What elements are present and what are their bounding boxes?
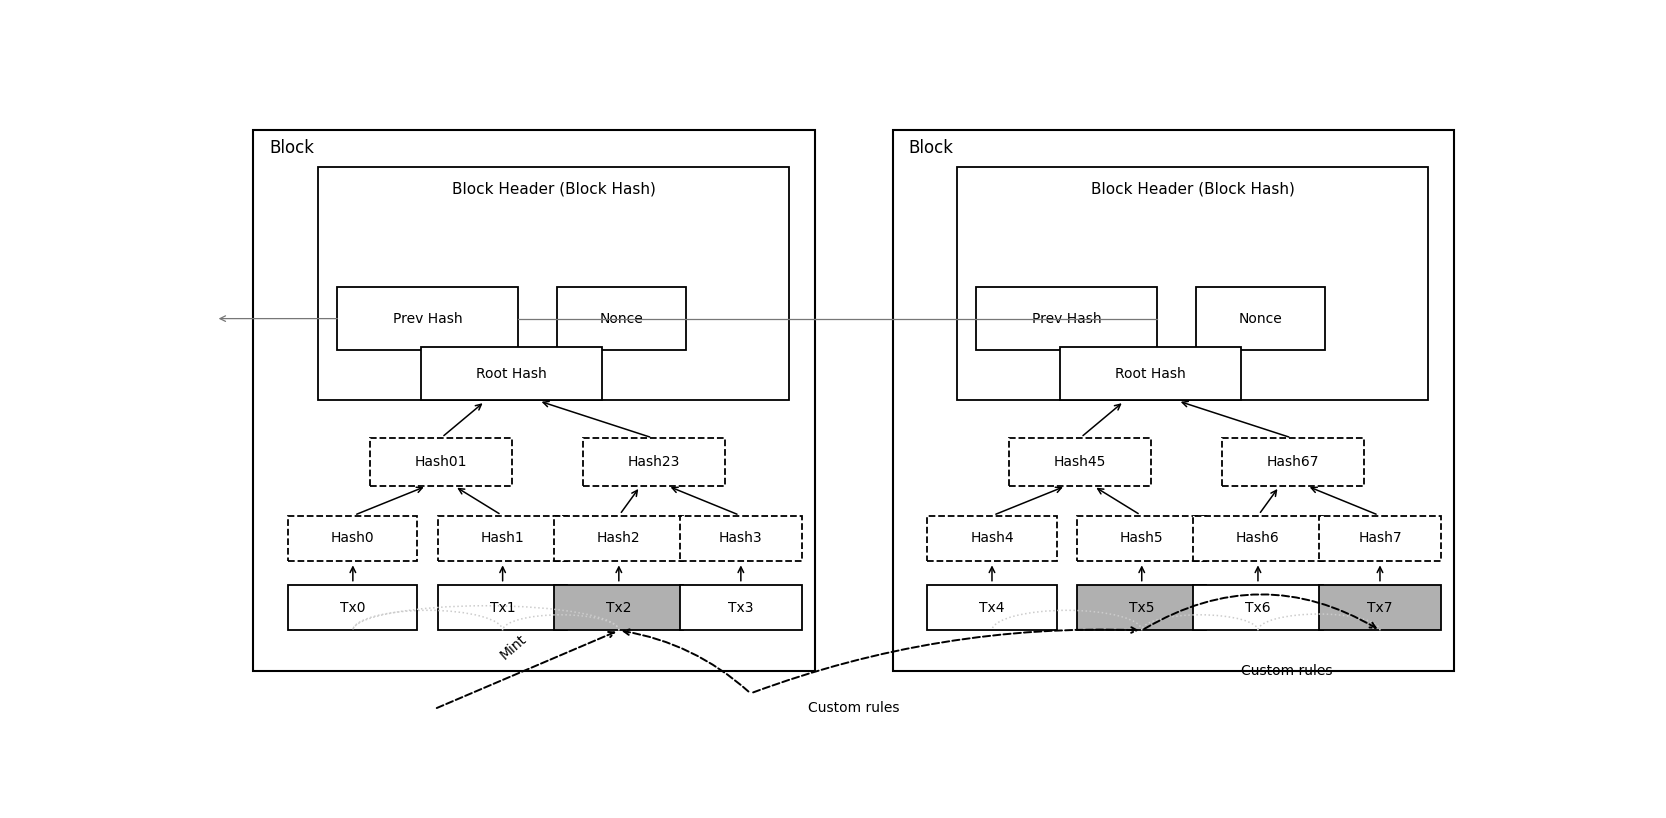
Text: Block: Block bbox=[268, 139, 313, 157]
FancyBboxPatch shape bbox=[438, 585, 566, 631]
FancyBboxPatch shape bbox=[1008, 438, 1151, 486]
Text: Prev Hash: Prev Hash bbox=[393, 312, 463, 326]
Text: Hash67: Hash67 bbox=[1266, 455, 1319, 469]
FancyBboxPatch shape bbox=[1078, 585, 1206, 631]
FancyBboxPatch shape bbox=[1319, 585, 1441, 631]
Text: Hash4: Hash4 bbox=[970, 532, 1015, 546]
Text: Hash7: Hash7 bbox=[1358, 532, 1401, 546]
Text: Hash2: Hash2 bbox=[596, 532, 641, 546]
FancyBboxPatch shape bbox=[1061, 347, 1241, 401]
Text: Hash3: Hash3 bbox=[720, 532, 763, 546]
FancyBboxPatch shape bbox=[370, 438, 511, 486]
FancyBboxPatch shape bbox=[1193, 516, 1323, 561]
Text: Block Header (Block Hash): Block Header (Block Hash) bbox=[451, 182, 655, 196]
Text: Tx5: Tx5 bbox=[1130, 600, 1155, 614]
Text: Custom rules: Custom rules bbox=[1241, 663, 1333, 677]
Text: Tx4: Tx4 bbox=[980, 600, 1005, 614]
FancyBboxPatch shape bbox=[556, 287, 686, 350]
Text: Hash6: Hash6 bbox=[1236, 532, 1279, 546]
FancyBboxPatch shape bbox=[288, 585, 418, 631]
FancyBboxPatch shape bbox=[583, 438, 725, 486]
FancyBboxPatch shape bbox=[1196, 287, 1324, 350]
FancyBboxPatch shape bbox=[956, 168, 1428, 401]
FancyBboxPatch shape bbox=[1193, 585, 1323, 631]
Text: Hash1: Hash1 bbox=[481, 532, 525, 546]
Text: Root Hash: Root Hash bbox=[476, 366, 546, 380]
Text: Mint: Mint bbox=[498, 631, 530, 663]
Text: Root Hash: Root Hash bbox=[1116, 366, 1186, 380]
Text: Block Header (Block Hash): Block Header (Block Hash) bbox=[1091, 182, 1294, 196]
Text: Block: Block bbox=[908, 139, 953, 157]
FancyBboxPatch shape bbox=[680, 516, 801, 561]
Text: Tx3: Tx3 bbox=[728, 600, 753, 614]
FancyBboxPatch shape bbox=[680, 585, 801, 631]
FancyBboxPatch shape bbox=[928, 516, 1056, 561]
FancyBboxPatch shape bbox=[318, 168, 790, 401]
Text: Custom rules: Custom rules bbox=[808, 701, 900, 716]
Text: Hash01: Hash01 bbox=[415, 455, 466, 469]
Text: Nonce: Nonce bbox=[600, 312, 643, 326]
FancyBboxPatch shape bbox=[1078, 516, 1206, 561]
FancyBboxPatch shape bbox=[1221, 438, 1364, 486]
FancyBboxPatch shape bbox=[421, 347, 601, 401]
Text: Tx0: Tx0 bbox=[340, 600, 365, 614]
Text: Tx1: Tx1 bbox=[490, 600, 515, 614]
FancyBboxPatch shape bbox=[253, 129, 815, 672]
FancyBboxPatch shape bbox=[337, 287, 518, 350]
FancyBboxPatch shape bbox=[438, 516, 566, 561]
FancyBboxPatch shape bbox=[893, 129, 1454, 672]
FancyBboxPatch shape bbox=[555, 585, 683, 631]
FancyBboxPatch shape bbox=[288, 516, 418, 561]
Text: Hash45: Hash45 bbox=[1053, 455, 1106, 469]
Text: Nonce: Nonce bbox=[1238, 312, 1283, 326]
Text: Tx6: Tx6 bbox=[1245, 600, 1271, 614]
Text: Tx2: Tx2 bbox=[606, 600, 631, 614]
Text: Hash0: Hash0 bbox=[332, 532, 375, 546]
Text: Hash23: Hash23 bbox=[628, 455, 680, 469]
Text: Tx7: Tx7 bbox=[1368, 600, 1393, 614]
FancyBboxPatch shape bbox=[1319, 516, 1441, 561]
Text: Prev Hash: Prev Hash bbox=[1031, 312, 1101, 326]
Text: Hash5: Hash5 bbox=[1120, 532, 1163, 546]
FancyBboxPatch shape bbox=[555, 516, 683, 561]
FancyBboxPatch shape bbox=[976, 287, 1158, 350]
FancyBboxPatch shape bbox=[928, 585, 1056, 631]
